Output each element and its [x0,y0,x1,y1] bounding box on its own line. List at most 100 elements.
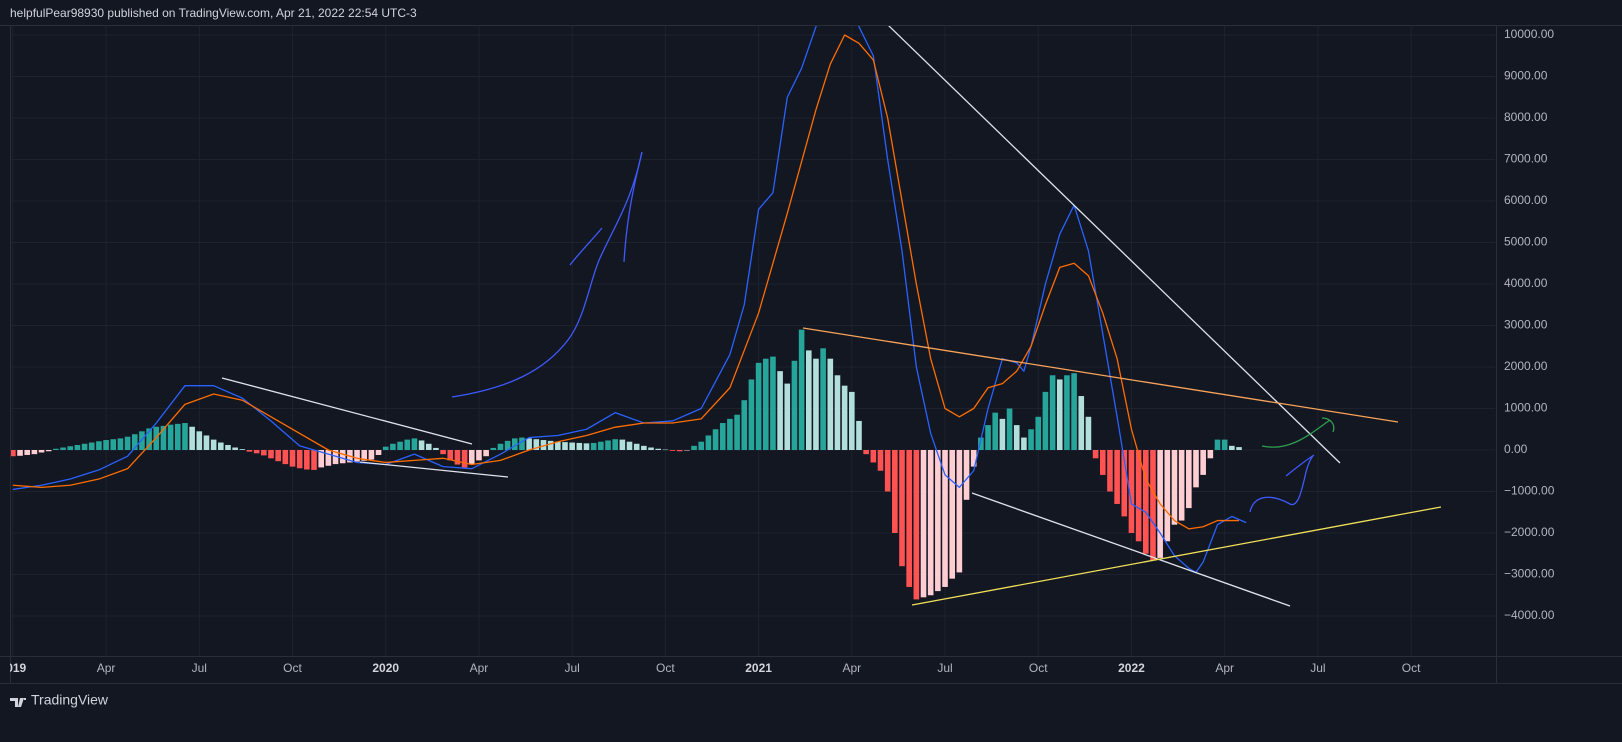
histogram-bar [533,439,540,450]
histogram-bar [870,449,877,463]
histogram-bar [96,441,102,450]
histogram-bar [146,428,152,450]
histogram-bar [483,449,489,457]
histogram-bar [1092,449,1099,459]
histogram-bar [253,449,260,454]
histogram-bar [1128,449,1135,533]
histogram-bar [454,449,461,465]
histogram-bar [232,447,238,450]
x-tick-label: Apr [470,661,489,675]
histogram-bar [397,441,403,450]
y-tick-label: 4000.00 [1504,276,1548,290]
histogram-bar [884,449,891,492]
histogram-bar [1006,408,1013,450]
y-tick-label: −3000.00 [1504,567,1555,581]
histogram-bar [282,449,289,465]
histogram-bar [31,449,38,455]
y-tick-label: 6000.00 [1504,193,1548,207]
histogram-bar [1142,449,1149,554]
histogram-bar [569,442,575,450]
histogram-bar [468,449,475,465]
histogram-bar [691,445,697,450]
histogram-bar [727,418,733,450]
histogram-bar [827,358,834,450]
histogram-bar [963,449,970,500]
histogram-bar [935,449,941,592]
histogram-bar [1071,373,1077,450]
plot-area [10,25,1247,600]
histogram-bar [1214,439,1221,450]
histogram-bar [576,442,583,450]
histogram-bar [1121,449,1128,517]
histogram-bar [218,442,224,450]
histogram-bar [863,449,869,455]
histogram-bar [261,449,267,456]
histogram-bar [24,449,31,455]
histogram-bar [1064,375,1070,450]
y-tick-label: 1000.00 [1504,401,1548,415]
histogram-bar [562,442,568,450]
histogram-bar [1021,437,1027,450]
histogram-bar [992,412,999,450]
histogram-bar [1042,391,1049,450]
histogram-bar [296,449,303,469]
histogram-bar [540,440,547,450]
histogram-bar [676,449,683,452]
histogram-bar [318,449,324,468]
histogram-bar [325,449,332,466]
histogram-bar [67,446,74,450]
histogram-bar [1171,449,1178,525]
histogram-bar [332,449,339,465]
brush-stroke [1285,454,1315,477]
x-tick-label: Jul [192,661,207,675]
histogram-bar [1085,416,1092,450]
histogram-bar [239,449,246,450]
histogram-bar [892,449,898,533]
y-tick-label: −4000.00 [1504,608,1555,622]
histogram-bar [1221,439,1228,450]
y-tick-label: 8000.00 [1504,110,1548,124]
histogram-bar [899,449,905,567]
trend-line [221,377,473,445]
histogram-bar [45,449,52,452]
histogram-bar [648,447,654,450]
histogram-bar [182,423,188,450]
histogram-bar [275,449,281,462]
histogram-bar [978,437,984,450]
histogram-bar [304,449,310,470]
y-tick-label: 0.00 [1504,442,1528,456]
histogram-bar [956,449,963,573]
histogram-bar [526,438,532,450]
histogram-bar [820,348,826,450]
histogram-bar [913,449,920,600]
x-tick-label: 2022 [1118,661,1145,675]
histogram-bar [920,449,927,598]
histogram-bar [1193,449,1199,488]
brand-name: TradingView [31,692,109,708]
y-tick-label: −1000.00 [1504,484,1555,498]
histogram-bar [748,379,755,450]
histogram-bar [633,443,640,450]
histogram-bar [741,400,748,450]
brush-stroke [623,151,643,263]
brush-stroke [1249,455,1314,513]
brush-stroke [1321,417,1335,433]
histogram-bar [791,360,798,450]
y-tick-label: 7000.00 [1504,152,1548,166]
histogram-bar [160,425,167,450]
histogram-bar [203,435,210,450]
histogram-bar [210,439,217,450]
histogram-bar [425,443,432,450]
histogram-bar [1229,445,1235,450]
histogram-bar [698,441,705,450]
histogram-bar [10,449,16,457]
histogram-bar [433,447,439,450]
histogram-bar [440,449,446,455]
histogram-bar [999,418,1006,450]
histogram-bar [734,414,740,450]
histogram-bar [404,439,411,450]
histogram-bar [612,439,618,450]
histogram-bar [368,449,375,460]
